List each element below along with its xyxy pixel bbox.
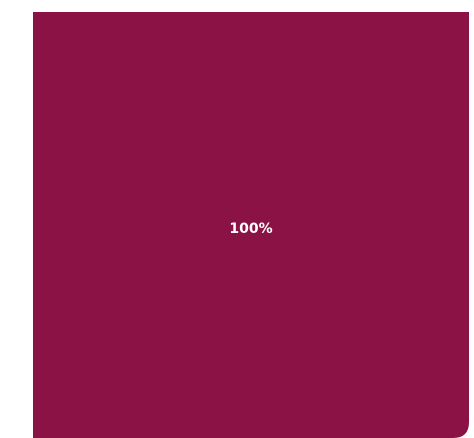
pie-slice [33,12,469,438]
pie-slice-label: 100% [229,221,272,237]
